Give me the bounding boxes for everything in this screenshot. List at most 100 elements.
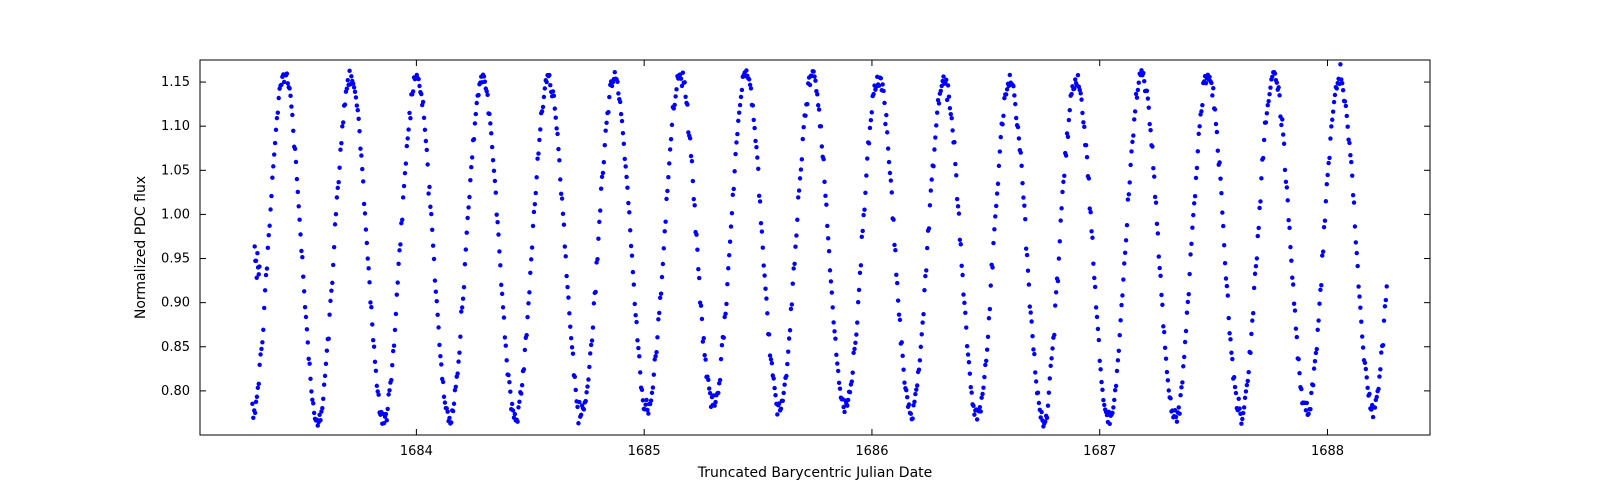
data-point [958, 238, 962, 242]
data-point [522, 367, 526, 371]
data-point [988, 307, 992, 311]
data-point [635, 338, 639, 342]
data-point [355, 103, 359, 107]
data-point [1323, 219, 1327, 223]
data-point [623, 157, 627, 161]
data-point [729, 224, 733, 228]
data-point [255, 395, 259, 399]
data-point [1012, 93, 1016, 97]
data-point [896, 298, 900, 302]
data-point [1127, 192, 1131, 196]
data-point [1221, 224, 1225, 228]
data-point [994, 204, 998, 208]
data-point [334, 212, 338, 216]
data-point [333, 222, 337, 226]
data-point [823, 194, 827, 198]
data-point [258, 352, 262, 356]
data-point [1325, 173, 1329, 177]
data-point [1089, 229, 1093, 233]
data-point [895, 281, 899, 285]
data-point [981, 385, 985, 389]
data-point [602, 160, 606, 164]
data-point [948, 106, 952, 110]
data-point [468, 178, 472, 182]
data-point [516, 405, 520, 409]
data-point [920, 320, 924, 324]
data-point [470, 155, 474, 159]
data-point [787, 336, 791, 340]
data-point [264, 273, 268, 277]
data-point [1281, 132, 1285, 136]
data-point [429, 212, 433, 216]
data-point [989, 283, 993, 287]
data-point [458, 335, 462, 339]
data-point [1217, 160, 1221, 164]
data-point [718, 378, 722, 382]
data-point [265, 266, 269, 270]
data-point [856, 300, 860, 304]
data-point [569, 336, 573, 340]
data-point [732, 187, 736, 191]
data-point [559, 192, 563, 196]
data-point [692, 203, 696, 207]
data-point [773, 393, 777, 397]
data-point [769, 357, 773, 361]
data-point [253, 411, 257, 415]
data-point [830, 290, 834, 294]
data-point [262, 306, 266, 310]
data-point [1050, 346, 1054, 350]
data-point [740, 88, 744, 92]
data-point [959, 242, 963, 246]
data-point [1115, 369, 1119, 373]
data-point [500, 292, 504, 296]
data-point [915, 383, 919, 387]
data-point [708, 391, 712, 395]
data-point [813, 78, 817, 82]
data-point [543, 86, 547, 90]
data-point [1153, 195, 1157, 199]
data-point [256, 386, 260, 390]
data-point [848, 390, 852, 394]
data-point [885, 130, 889, 134]
data-point [1030, 334, 1034, 338]
data-point [634, 320, 638, 324]
data-point [638, 370, 642, 374]
data-point [738, 103, 742, 107]
data-point [1046, 403, 1050, 407]
data-point [1032, 352, 1036, 356]
data-point [593, 290, 597, 294]
data-point [1283, 168, 1287, 172]
data-point [797, 188, 801, 192]
data-point [1039, 410, 1043, 414]
data-point [682, 80, 686, 84]
data-point [1078, 91, 1082, 95]
data-point [268, 207, 272, 211]
data-point [1244, 389, 1248, 393]
data-point [615, 80, 619, 84]
data-point [645, 408, 649, 412]
data-point [939, 89, 943, 93]
data-point [1295, 335, 1299, 339]
data-point [254, 400, 258, 404]
data-point [1309, 391, 1313, 395]
data-point [462, 285, 466, 289]
data-point [257, 382, 261, 386]
data-point [882, 101, 886, 105]
data-point [1076, 73, 1080, 77]
data-point [326, 337, 330, 341]
data-point [967, 360, 971, 364]
data-point [768, 353, 772, 357]
data-point [363, 211, 367, 215]
data-point [1147, 105, 1151, 109]
data-point [416, 77, 420, 81]
data-point [528, 271, 532, 275]
data-point [1311, 383, 1315, 387]
data-point [969, 390, 973, 394]
data-point [392, 344, 396, 348]
data-point [564, 254, 568, 258]
data-point [386, 392, 390, 396]
data-point [1261, 156, 1265, 160]
data-point [590, 338, 594, 342]
data-point [1163, 346, 1167, 350]
data-point [305, 327, 309, 331]
